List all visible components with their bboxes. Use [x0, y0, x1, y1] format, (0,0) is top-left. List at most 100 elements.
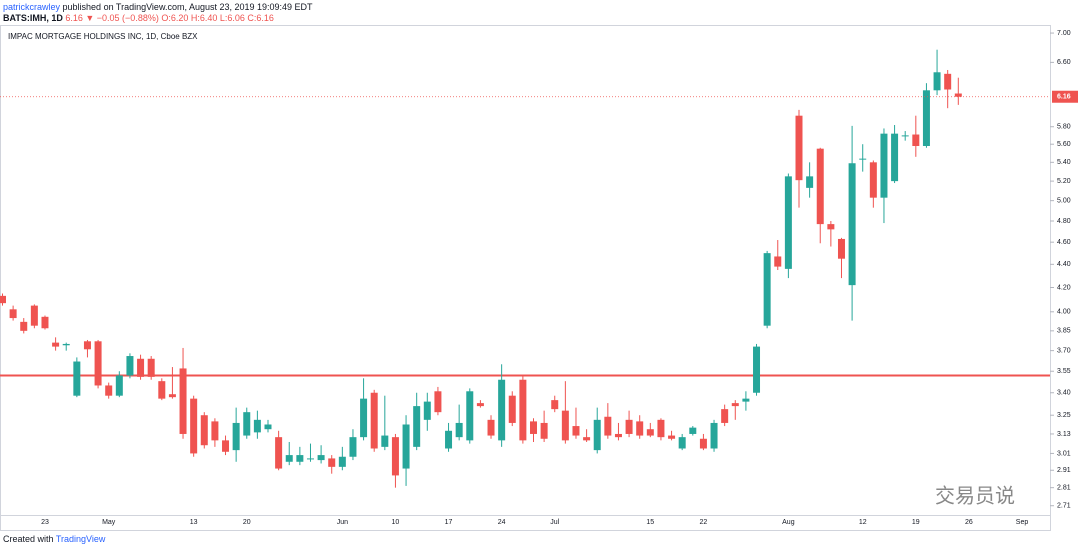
candle-body [699, 438, 707, 449]
y-tick-label: 3.85 [1057, 328, 1071, 335]
candle-body [954, 93, 962, 97]
y-tick-label: 4.80 [1057, 218, 1071, 225]
candle-body [455, 422, 463, 438]
candle-body [668, 435, 676, 439]
candle-body [498, 379, 506, 441]
quote: 6.16 ▼ −0.05 (−0.88%) [65, 13, 159, 23]
candle-body [753, 346, 761, 393]
candle-body [859, 158, 867, 160]
candle-body [848, 163, 856, 286]
footer: Created with TradingView [3, 534, 105, 544]
x-tick-label: Jul [550, 519, 559, 526]
y-tick-label: 3.55 [1057, 368, 1071, 375]
candle-body [731, 403, 739, 407]
author[interactable]: patrickcrawley [3, 2, 61, 12]
candle-body [115, 375, 123, 396]
y-tick-label: 2.71 [1057, 503, 1071, 510]
y-tick-label: 5.60 [1057, 141, 1071, 148]
plot-frame [0, 25, 1051, 531]
candle-body [0, 295, 6, 304]
y-tick-label: 5.80 [1057, 124, 1071, 131]
x-tick-label: 19 [912, 519, 920, 526]
candle-body [306, 458, 314, 460]
candle-body [232, 422, 240, 451]
y-tick-label: 7.00 [1057, 30, 1071, 37]
candle-body [296, 455, 304, 462]
candle-body [94, 341, 102, 386]
candle-body [222, 440, 230, 452]
candle-body [487, 419, 495, 436]
candle-body [625, 419, 633, 434]
x-tick-label: Sep [1016, 519, 1029, 526]
y-tick-label: 2.91 [1057, 467, 1071, 474]
brand[interactable]: TradingView [55, 534, 106, 544]
candle-body [126, 356, 134, 376]
candle-body [530, 421, 537, 434]
x-tick-label: 23 [41, 519, 49, 526]
candle-body [41, 316, 49, 329]
y-tick-label: 3.40 [1057, 390, 1071, 397]
candle-body [62, 343, 70, 346]
candle-body [264, 424, 272, 430]
candle-body [508, 395, 516, 423]
ohlc: O:6.20 H:6.40 L:6.06 C:6.16 [161, 13, 274, 23]
candle-body [360, 398, 368, 438]
last-price-label: 6.16 [1057, 94, 1071, 101]
candle-body [434, 391, 442, 413]
published: published on TradingView.com, August 23,… [62, 2, 313, 12]
y-tick-label: 3.13 [1057, 431, 1071, 438]
candle-body [763, 253, 771, 326]
candle-body [583, 437, 591, 441]
candle-body [349, 437, 357, 457]
candle-body [253, 419, 261, 433]
candle-body [519, 379, 527, 441]
candle-body [944, 73, 952, 90]
y-tick-label: 4.00 [1057, 309, 1071, 316]
watermark: 交易员说 [935, 484, 1015, 507]
candle-body [710, 422, 718, 449]
candle-body [423, 401, 431, 420]
x-tick-label: 22 [700, 519, 708, 526]
candle-body [317, 455, 325, 461]
x-tick-label: 10 [392, 519, 400, 526]
x-tick-label: Aug [782, 519, 795, 526]
candle-body [901, 135, 909, 137]
y-tick-label: 3.01 [1057, 450, 1071, 457]
candle-body [200, 415, 208, 446]
candle-body [922, 90, 930, 146]
candle-body [742, 398, 750, 402]
x-tick-label: 24 [498, 519, 506, 526]
x-tick-label: 12 [859, 519, 867, 526]
candle-body [869, 162, 877, 198]
y-tick-label: 4.20 [1057, 284, 1071, 291]
header: patrickcrawley published on TradingView.… [3, 2, 313, 24]
candle-body [402, 424, 410, 469]
candle-body [391, 437, 399, 476]
candle-body [614, 433, 622, 438]
candle-body [593, 419, 601, 451]
candle-body [689, 427, 697, 434]
candle-body [243, 412, 251, 436]
x-tick-label: Jun [337, 519, 348, 526]
candle-body [551, 400, 559, 410]
candle-body [657, 419, 665, 438]
candle-body [190, 398, 198, 454]
candle-body [816, 148, 824, 225]
candle-body [933, 72, 941, 91]
y-tick-label: 2.81 [1057, 485, 1071, 492]
y-tick-label: 5.00 [1057, 197, 1071, 204]
x-tick-label: 13 [190, 519, 198, 526]
candle-body [646, 429, 654, 436]
last-price-box [1052, 90, 1078, 103]
y-tick-label: 4.60 [1057, 239, 1071, 246]
candle-body [678, 437, 686, 449]
candle-body [211, 421, 219, 441]
candle-body [572, 426, 580, 436]
candle-body [168, 394, 176, 398]
candle-body [806, 176, 814, 188]
y-tick-label: 5.20 [1057, 178, 1071, 185]
x-tick-label: May [102, 519, 116, 526]
created: Created with [3, 534, 54, 544]
candle-body [370, 392, 378, 449]
